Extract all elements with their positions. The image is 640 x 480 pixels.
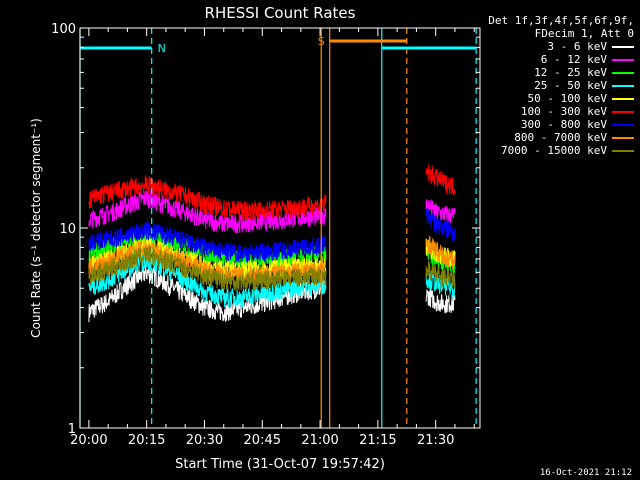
legend-entry: 7000 - 15000 keV <box>464 144 634 157</box>
legend-entry-label: 300 - 800 keV <box>520 118 607 131</box>
series-line-300-800kev-seg1 <box>425 208 456 242</box>
legend-entry: 3 - 6 keV <box>464 40 634 53</box>
series-line-7000-15000kev-seg1 <box>425 260 456 289</box>
legend-swatch <box>612 149 634 152</box>
axes-layer: 20:00 20:15 20:30 20:45 21:00 21:15 21:30 1 10 10… <box>51 22 480 448</box>
legend-entry-label: 12 - 25 keV <box>534 66 607 79</box>
series-line-6-12kev-seg0 <box>88 190 327 234</box>
x-tick-label-4: 21:00 <box>301 433 338 448</box>
legend-rows: 3 - 6 keV 6 - 12 keV 12 - 25 keV 25 - 50 ke… <box>464 40 634 157</box>
marker-label-s: S <box>318 35 325 48</box>
x-tick-label-5: 21:15 <box>359 433 396 448</box>
series-line-100-300kev-seg0 <box>88 174 327 221</box>
x-axis-label: Start Time (31-Oct-07 19:57:42) <box>175 457 385 472</box>
legend-entry-label: 800 - 7000 keV <box>514 131 607 144</box>
legend-entry-label: 3 - 6 keV <box>547 40 607 53</box>
legend-entry-label: 7000 - 15000 keV <box>501 144 607 157</box>
timestamp: 16-Oct-2021 21:12 <box>539 468 632 478</box>
legend: Det 1f,3f,4f,5f,6f,9f, FDecim 1, Att 0 3… <box>464 14 634 157</box>
legend-swatch <box>612 45 634 48</box>
x-tick-label-3: 20:45 <box>244 433 281 448</box>
legend-entry-label: 25 - 50 keV <box>534 79 607 92</box>
y-tick-label-2: 100 <box>51 22 76 37</box>
y-axis-label: Count Rate (s⁻¹ detector segment⁻¹) <box>29 118 43 338</box>
legend-entry: 6 - 12 keV <box>464 53 634 66</box>
legend-entry-label: 50 - 100 keV <box>527 92 607 105</box>
legend-entry: 50 - 100 keV <box>464 92 634 105</box>
legend-swatch <box>612 123 634 126</box>
series-line-800-7000kev-seg1 <box>425 236 456 270</box>
data-layer <box>88 164 456 323</box>
series-line-7000-15000kev-seg0 <box>88 245 327 291</box>
series-line-3-6kev-seg0 <box>88 264 327 323</box>
legend-swatch <box>612 136 634 139</box>
legend-entry: 25 - 50 keV <box>464 79 634 92</box>
legend-entry: 300 - 800 keV <box>464 118 634 131</box>
chart-title: RHESSI Count Rates <box>205 4 356 22</box>
y-tick-label-0: 1 <box>68 422 76 437</box>
legend-entry: 800 - 7000 keV <box>464 131 634 144</box>
legend-entry-label: 6 - 12 keV <box>540 53 607 66</box>
legend-swatch <box>612 84 634 87</box>
series-line-6-12kev-seg1 <box>425 199 456 224</box>
x-tick-label-6: 21:30 <box>417 433 454 448</box>
x-tick-label-1: 20:15 <box>128 433 165 448</box>
x-tick-label-0: 20:00 <box>70 433 107 448</box>
legend-title-line-1: Det 1f,3f,4f,5f,6f,9f, <box>488 14 634 27</box>
series-line-100-300kev-seg1 <box>425 164 456 196</box>
legend-swatch <box>612 71 634 74</box>
legend-entry: 100 - 300 keV <box>464 105 634 118</box>
legend-swatch <box>612 97 634 100</box>
legend-swatch <box>612 110 634 113</box>
legend-title-line-2: FDecim 1, Att 0 <box>534 27 634 40</box>
series-line-300-800kev-seg0 <box>88 220 327 263</box>
y-tick-label-1: 10 <box>59 222 76 237</box>
legend-entry-label: 100 - 300 keV <box>520 105 607 118</box>
x-tick-label-2: 20:30 <box>186 433 223 448</box>
marker-label-n: N <box>158 42 166 55</box>
legend-entry: 12 - 25 keV <box>464 66 634 79</box>
legend-swatch <box>612 58 634 61</box>
